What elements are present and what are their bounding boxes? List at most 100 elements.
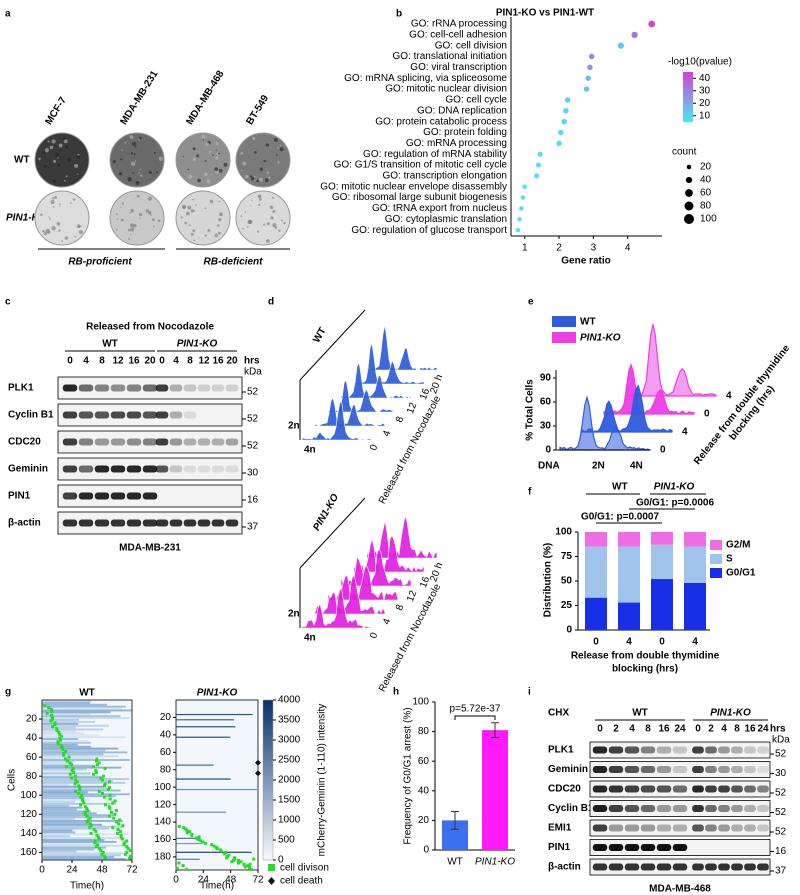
division-dot (204, 841, 208, 845)
band (94, 519, 110, 527)
panel-letter: d (268, 297, 274, 308)
group-label: PIN1-KO (710, 708, 751, 719)
blot-frame (589, 741, 771, 759)
peak-label: 2n (288, 421, 300, 432)
colony (140, 174, 143, 177)
division-dot (72, 770, 76, 774)
axis (299, 497, 366, 569)
colony (258, 203, 261, 207)
legend-title: -log10(pvalue) (668, 57, 732, 68)
colony (265, 143, 270, 147)
division-dot (125, 845, 129, 849)
heatmap-row (42, 808, 77, 811)
division-dot (185, 828, 189, 832)
colony (258, 197, 262, 201)
y-tick-label: 25 (561, 600, 573, 611)
colony (275, 226, 278, 229)
colony (52, 159, 57, 163)
colony (112, 160, 116, 164)
band (624, 844, 640, 851)
division-dot (94, 770, 98, 774)
heatmap-row (42, 789, 121, 792)
time-label: 0 (368, 443, 380, 452)
division-dot (51, 717, 55, 721)
colony (272, 223, 277, 228)
dot (563, 108, 569, 114)
time-label: 16 (212, 356, 224, 367)
band (705, 824, 717, 832)
colony (223, 162, 228, 167)
colony (263, 223, 266, 226)
colony (216, 224, 220, 227)
kda-label: 52 (247, 387, 259, 398)
y-tick-label: GO: transcription elongation (382, 171, 507, 182)
colony (264, 178, 269, 183)
dot (648, 20, 656, 28)
legend-swatch (268, 877, 275, 885)
division-dot (107, 805, 111, 809)
division-dot (70, 776, 74, 780)
heatmap-row (42, 814, 115, 817)
colony (277, 147, 279, 149)
colorbar-tick-label: 1500 (278, 795, 301, 806)
dot (558, 129, 564, 136)
division-dot (116, 828, 120, 832)
time-label: 12 (112, 356, 124, 367)
y-tick-label: 100 (154, 782, 171, 793)
band (624, 863, 640, 871)
colony (253, 175, 256, 178)
band (731, 805, 743, 812)
protein-label: Geminin (548, 764, 588, 775)
band (640, 746, 656, 754)
kda-title: kDa (772, 735, 790, 746)
time-label: 16 (418, 575, 432, 590)
division-dot (101, 850, 105, 854)
division-dot (100, 778, 104, 782)
bar-segment (651, 544, 673, 580)
band (126, 411, 142, 419)
band (692, 805, 704, 812)
colony (250, 176, 255, 181)
panel-letter: c (5, 297, 11, 308)
kda-label: 30 (247, 468, 259, 479)
colony (240, 151, 244, 155)
division-dot (212, 844, 216, 848)
division-dot (60, 744, 64, 748)
heatmap-row (42, 837, 125, 840)
band (705, 863, 717, 871)
division-dot (51, 725, 55, 729)
division-dot (243, 865, 247, 869)
band (672, 805, 688, 812)
band (692, 863, 704, 871)
division-dot (219, 849, 223, 853)
division-dot (99, 776, 103, 780)
y-tick-label: GO: cell division (435, 40, 507, 51)
heatmap-row (42, 825, 124, 828)
heatmap-row (42, 793, 131, 796)
colony (65, 175, 68, 178)
heatmap-row (42, 848, 95, 851)
colony (182, 155, 184, 158)
division-dot (111, 826, 115, 830)
time-label: 8 (394, 603, 406, 612)
y-tick-label: GO: cell-cell adhesion (409, 29, 507, 40)
band (608, 863, 624, 871)
histogram (366, 324, 438, 371)
division-dot (74, 789, 78, 793)
colony (212, 154, 214, 156)
colony (135, 180, 140, 185)
band (183, 384, 197, 392)
division-dot (107, 814, 111, 818)
band (142, 492, 158, 500)
legend-label: PIN1-KO (580, 333, 621, 344)
band (94, 465, 110, 473)
division-dot (188, 830, 192, 834)
band (62, 519, 78, 527)
heatmap-row (42, 734, 100, 737)
colony (52, 197, 55, 200)
axis-title: % Total Cells (525, 379, 536, 441)
division-dot (80, 797, 84, 801)
y-tick-label: GO: ribosomal large subunit biogenesis (332, 192, 507, 203)
protein-label: PLK1 (548, 745, 574, 756)
depth-label: 4 (682, 427, 688, 438)
